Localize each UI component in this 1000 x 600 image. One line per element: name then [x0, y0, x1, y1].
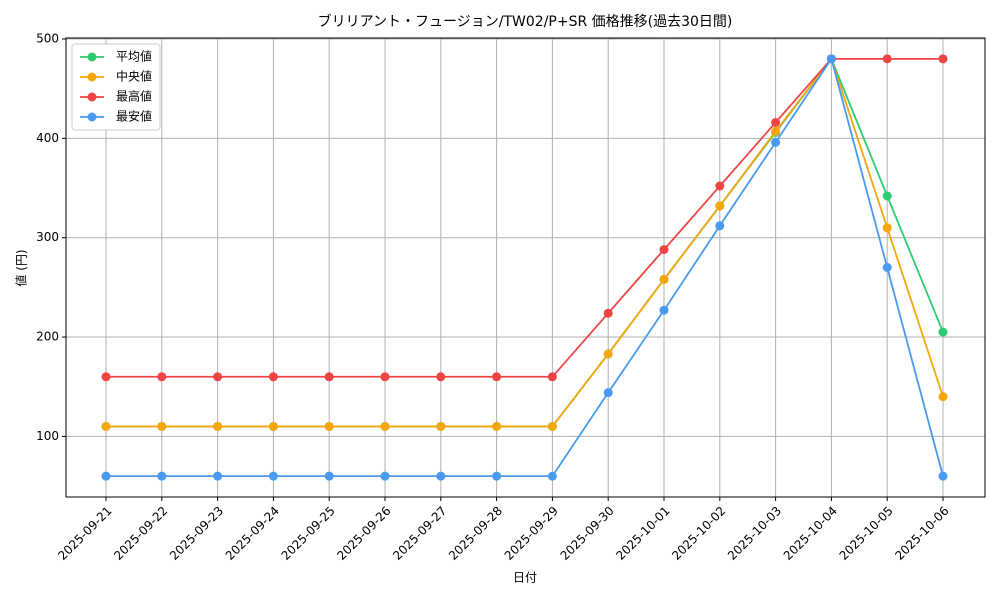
marker — [603, 308, 613, 318]
line — [106, 57, 943, 378]
marker — [882, 54, 892, 64]
marker — [324, 372, 334, 382]
marker — [659, 245, 669, 255]
x-tick-label: 2025-09-29 — [502, 504, 561, 563]
legend-marker — [87, 92, 97, 102]
x-tick-label: 2025-09-22 — [111, 504, 170, 563]
marker — [157, 421, 167, 431]
marker — [659, 305, 669, 315]
marker — [268, 471, 278, 481]
x-tick-label: 2025-09-24 — [223, 504, 282, 563]
marker — [380, 421, 390, 431]
marker — [826, 54, 836, 64]
marker — [157, 372, 167, 382]
marker — [157, 471, 167, 481]
x-tick-label: 2025-09-30 — [558, 504, 617, 563]
marker — [268, 421, 278, 431]
marker — [380, 372, 390, 382]
x-tick-label: 2025-10-01 — [613, 504, 672, 563]
marker — [882, 191, 892, 201]
y-tick-label: 500 — [36, 31, 59, 45]
line — [106, 57, 944, 428]
marker — [715, 181, 725, 191]
marker — [380, 471, 390, 481]
marker — [101, 471, 111, 481]
legend-marker — [87, 52, 97, 62]
marker — [492, 372, 502, 382]
x-tick-label: 2025-09-23 — [167, 504, 226, 563]
marker — [547, 421, 557, 431]
marker — [324, 471, 334, 481]
marker — [268, 372, 278, 382]
x-tick-label: 2025-09-21 — [55, 504, 114, 563]
marker — [213, 421, 223, 431]
marker — [938, 471, 948, 481]
y-axis-label: 値 (円) — [14, 249, 29, 286]
marker — [492, 471, 502, 481]
x-tick-label: 2025-09-27 — [390, 504, 449, 563]
marker — [213, 471, 223, 481]
marker — [436, 421, 446, 431]
x-tick-label: 2025-10-06 — [892, 504, 951, 563]
marker — [436, 471, 446, 481]
marker — [547, 471, 557, 481]
marker — [547, 372, 557, 382]
legend-label: 中央値 — [116, 69, 152, 84]
marker — [492, 421, 502, 431]
marker — [213, 372, 223, 382]
x-tick-label: 2025-09-28 — [446, 504, 505, 563]
legend-marker — [87, 72, 97, 82]
marker — [715, 221, 725, 231]
marker — [436, 372, 446, 382]
x-tick-label: 2025-10-04 — [781, 504, 840, 563]
marker — [938, 54, 948, 64]
x-tick-label: 2025-09-25 — [279, 504, 338, 563]
marker — [771, 117, 781, 127]
marker — [771, 126, 781, 136]
y-tick-label: 200 — [36, 330, 59, 344]
marker — [101, 372, 111, 382]
legend-box — [71, 43, 161, 131]
marker — [603, 388, 613, 398]
marker — [882, 223, 892, 233]
plot-frame — [65, 37, 986, 498]
line — [106, 56, 944, 478]
marker — [715, 201, 725, 211]
marker — [938, 392, 948, 402]
x-axis-label: 日付 — [513, 571, 537, 585]
marker — [603, 349, 613, 359]
x-tick-label: 2025-10-05 — [837, 504, 896, 563]
legend-label: 最高値 — [116, 89, 152, 104]
y-tick-label: 400 — [36, 131, 59, 145]
marker — [659, 274, 669, 284]
legend-label: 最安値 — [116, 109, 152, 124]
marker — [324, 421, 334, 431]
marker — [771, 137, 781, 147]
legend-label: 平均値 — [116, 49, 152, 64]
chart-title: ブリリアント・フュージョン/TW02/P+SR 価格推移(過去30日間) — [318, 13, 733, 30]
x-tick-label: 2025-09-26 — [334, 504, 393, 563]
marker — [938, 327, 948, 337]
x-tick-label: 2025-10-03 — [725, 504, 784, 563]
y-tick-label: 100 — [36, 429, 59, 443]
x-tick-label: 2025-10-02 — [669, 504, 728, 563]
y-tick-label: 300 — [36, 230, 59, 244]
legend-marker — [87, 112, 97, 122]
marker — [101, 421, 111, 431]
marker — [882, 263, 892, 272]
line — [106, 56, 944, 428]
